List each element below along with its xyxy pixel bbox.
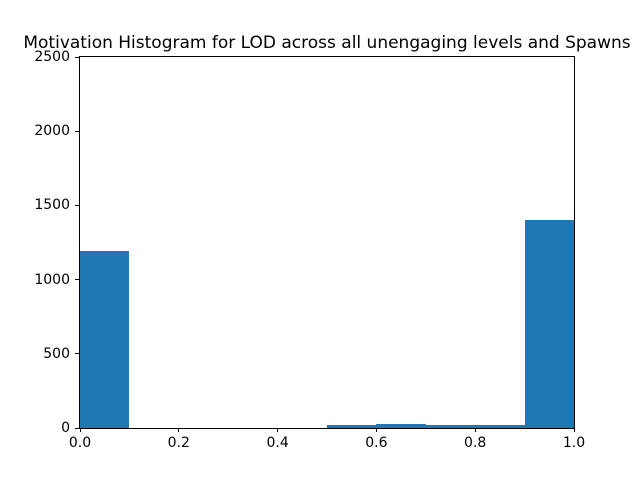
x-tick-label: 1.0 [562,435,586,451]
histogram-bar [376,423,426,428]
y-tick-mark [75,279,79,281]
chart-title: Motivation Histogram for LOD across all … [23,33,631,53]
histogram-bar [327,425,377,428]
histogram-bar [425,425,476,428]
y-tick-mark [75,353,79,355]
y-tick-mark [75,204,79,206]
x-tick-mark [178,428,180,432]
y-tick-label: 500 [43,345,70,362]
y-tick-label: 2000 [34,123,70,140]
x-tick-mark [375,428,377,432]
y-tick-mark [75,130,79,132]
x-tick-mark [573,428,575,432]
y-tick-label: 1000 [34,271,70,288]
x-tick-mark [79,428,81,432]
x-tick-label: 0.4 [266,435,289,451]
y-tick-mark [75,427,79,429]
y-tick-label: 0 [61,420,70,436]
histogram-bar [524,219,574,428]
histogram-bar [475,425,525,428]
plot-area: Motivation Histogram for LOD across all … [23,33,630,451]
x-tick-label: 0.0 [68,435,92,451]
y-tick-mark [75,56,79,58]
x-tick-label: 0.8 [464,435,487,451]
y-tick-label: 1500 [34,197,70,214]
x-tick-label: 0.6 [365,435,388,451]
y-tick-label: 2500 [34,49,70,65]
x-tick-mark [277,428,279,432]
x-tick-mark [474,428,476,432]
histogram-bar [80,250,130,428]
x-tick-label: 0.2 [167,435,190,451]
